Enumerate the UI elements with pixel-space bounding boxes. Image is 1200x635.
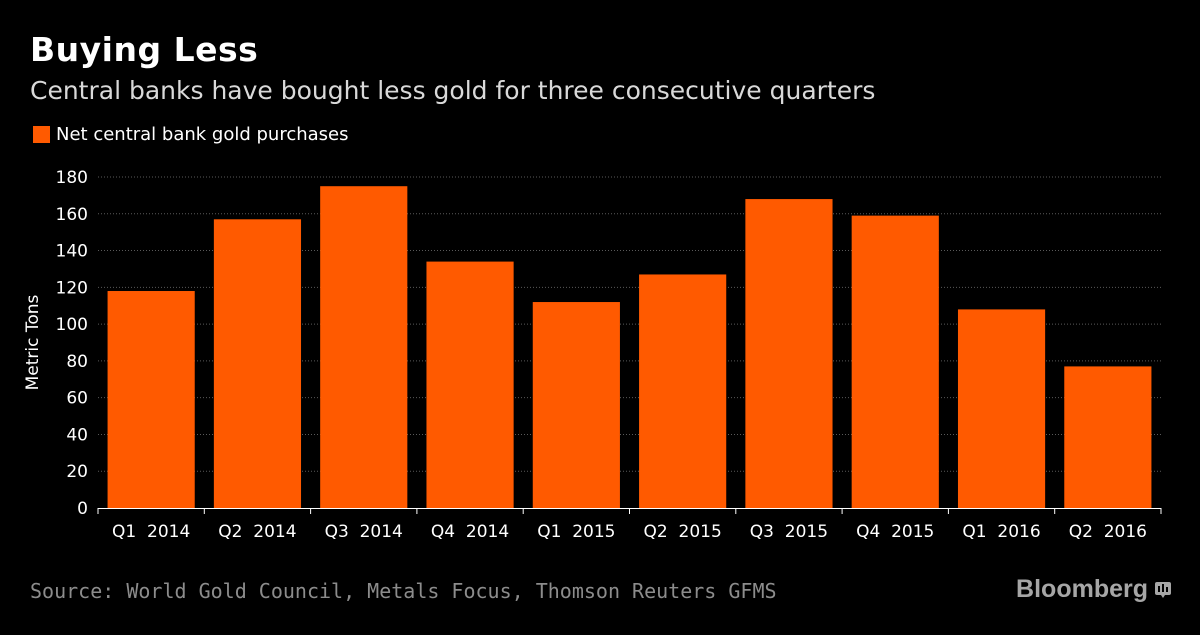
y-tick-label: 140 — [56, 242, 88, 262]
y-tick-label: 40 — [66, 425, 88, 445]
x-tick-label: Q1 2014 — [112, 522, 190, 542]
x-tick-label: Q1 2016 — [962, 522, 1040, 542]
legend-label: Net central bank gold purchases — [56, 124, 349, 145]
brand-logo: Bloomberg — [1016, 575, 1148, 603]
bar — [1064, 366, 1152, 508]
bar — [957, 309, 1046, 508]
y-tick-label: 160 — [56, 205, 88, 225]
x-tick-label: Q4 2015 — [856, 522, 934, 542]
x-tick-label: Q2 2015 — [644, 522, 722, 542]
y-tick-label: 80 — [66, 352, 88, 372]
legend: Net central bank gold purchases — [33, 124, 349, 145]
x-tick-label: Q1 2015 — [537, 522, 615, 542]
bar — [320, 186, 408, 508]
y-tick-label: 120 — [56, 278, 88, 298]
bloomberg-terminal-icon — [1155, 582, 1171, 598]
y-tick-label: 0 — [77, 499, 88, 519]
bar — [426, 261, 514, 508]
y-tick-label: 60 — [66, 389, 88, 409]
x-tick-label: Q3 2015 — [750, 522, 828, 542]
source-note: Source: World Gold Council, Metals Focus… — [30, 579, 777, 603]
bar — [745, 199, 833, 509]
bar — [107, 291, 195, 508]
x-tick-label: Q2 2016 — [1069, 522, 1147, 542]
y-axis-label: Metric Tons — [23, 294, 43, 390]
chart-title: Buying Less — [30, 30, 259, 69]
legend-swatch — [33, 126, 50, 143]
x-tick-label: Q3 2014 — [325, 522, 403, 542]
bar — [213, 219, 302, 509]
bar — [532, 302, 620, 508]
bar — [639, 274, 727, 508]
bar — [851, 215, 939, 508]
x-tick-label: Q2 2014 — [218, 522, 296, 542]
bar-chart: 0 20 40 60 80 100 120 140 160 180 Q1 2014 Q2 2014 Q3… — [23, 168, 1162, 542]
y-tick-label: 20 — [66, 462, 88, 482]
y-tick-label: 100 — [56, 315, 88, 335]
x-tick-label: Q4 2014 — [431, 522, 509, 542]
chart-subtitle: Central banks have bought less gold for … — [30, 76, 876, 105]
y-tick-label: 180 — [56, 168, 88, 188]
